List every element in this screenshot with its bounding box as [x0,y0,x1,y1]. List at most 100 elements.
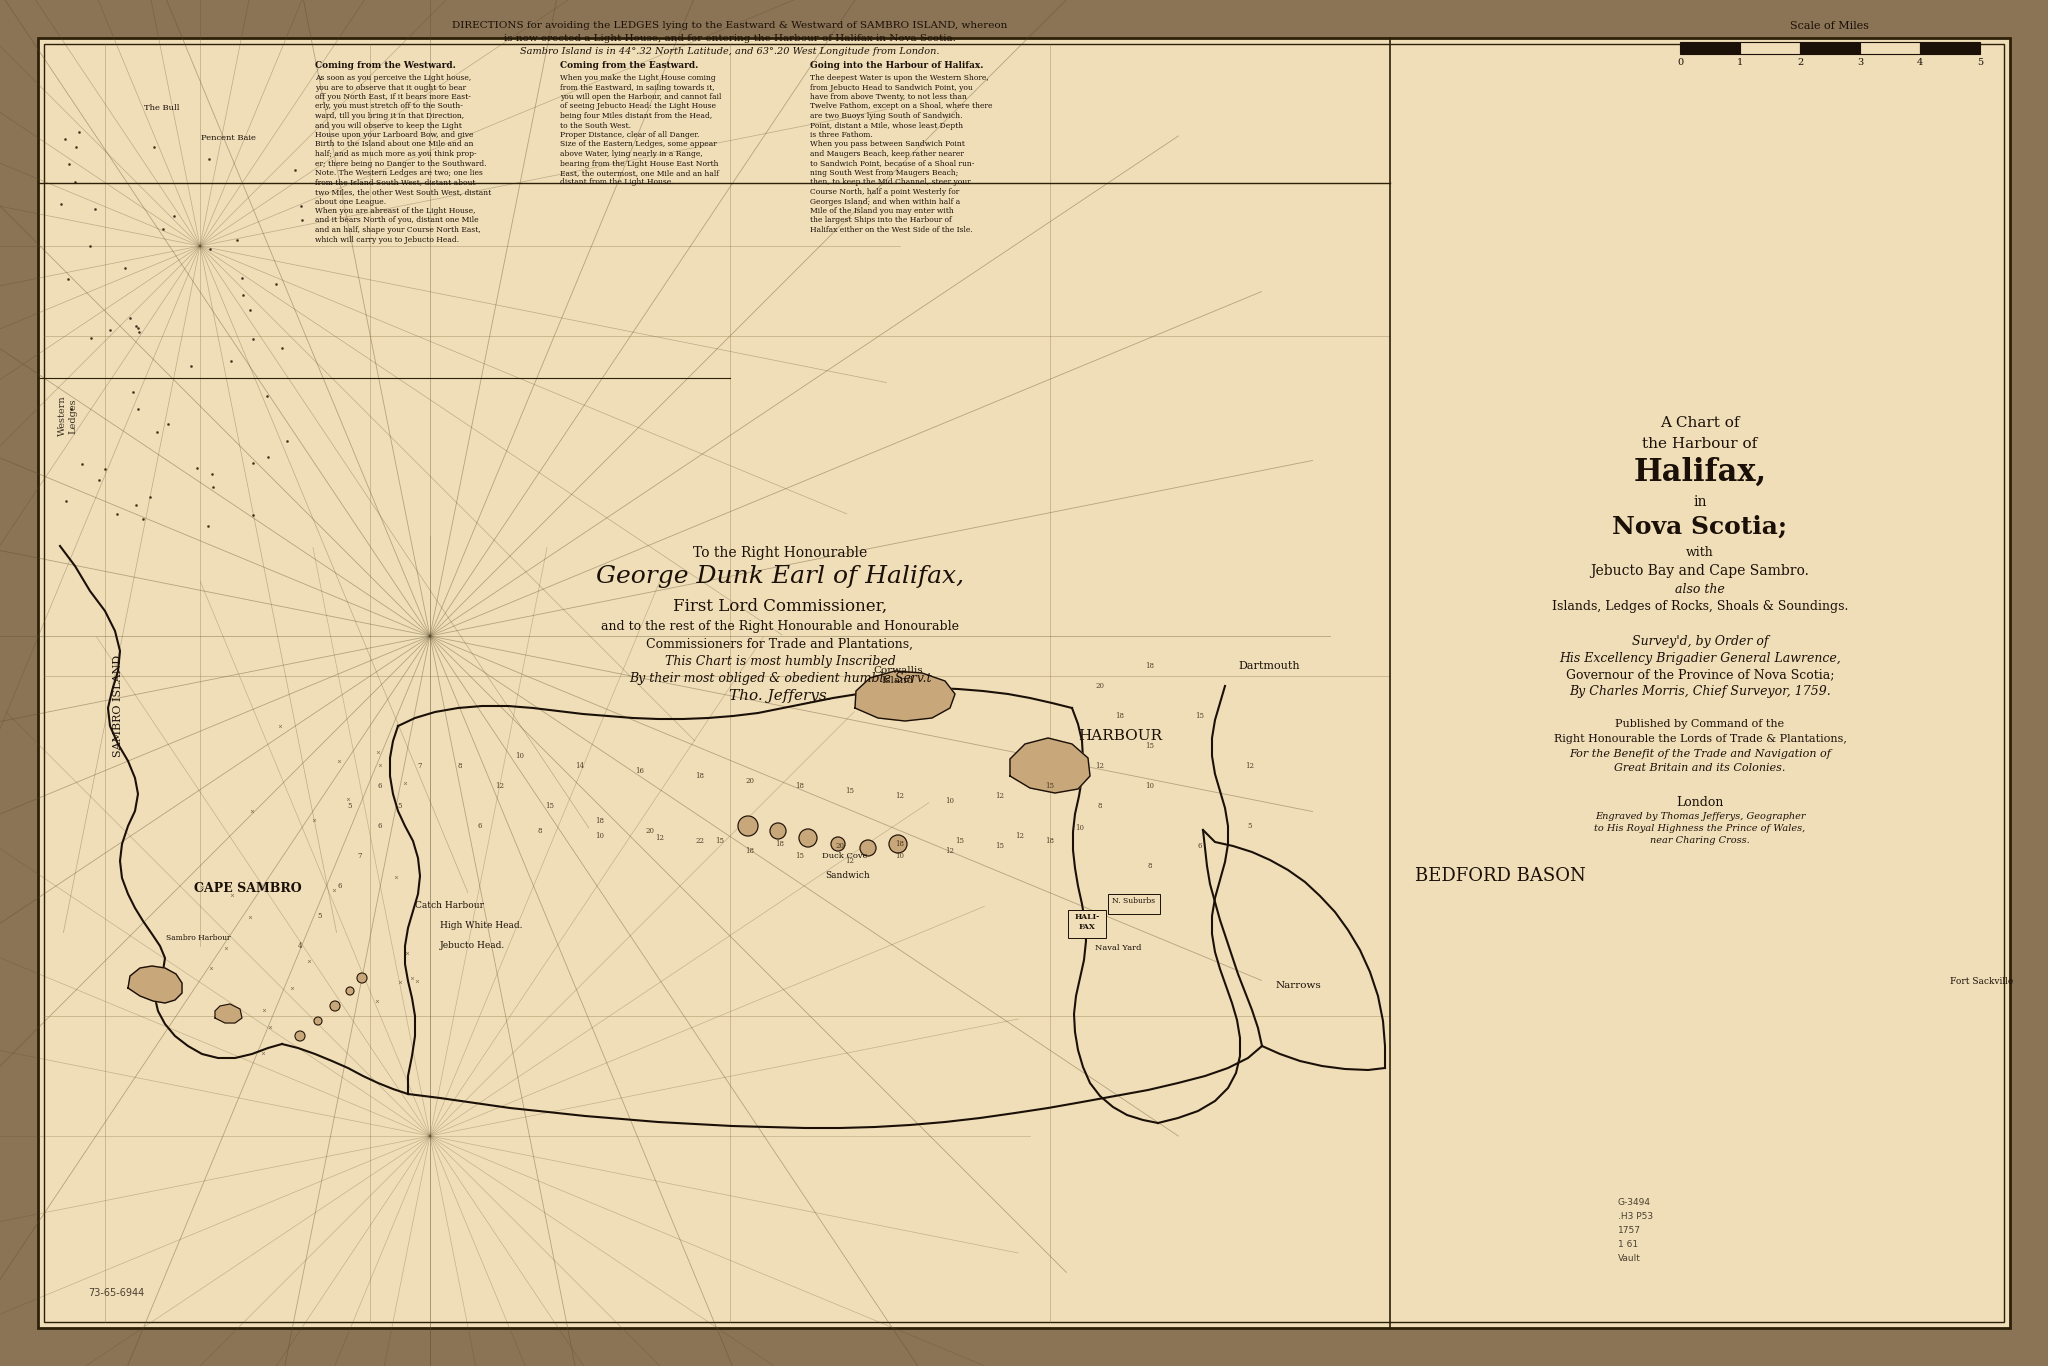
Bar [1921,42,1980,55]
Text: from the Eastward, in sailing towards it,: from the Eastward, in sailing towards it… [559,83,715,92]
Text: 12: 12 [655,835,664,841]
Text: 15: 15 [1044,781,1055,790]
Text: This Chart is most humbly Inscribed: This Chart is most humbly Inscribed [666,654,895,668]
Circle shape [295,1031,305,1041]
Text: Western
Ledges: Western Ledges [57,396,78,436]
Circle shape [831,837,846,851]
Text: erly, you must stretch off to the South-: erly, you must stretch off to the South- [315,102,463,111]
Text: 0: 0 [1677,57,1683,67]
Text: Twelve Fathom, except on a Shoal, where there: Twelve Fathom, except on a Shoal, where … [811,102,993,111]
Circle shape [346,988,354,994]
Text: Duck Cove: Duck Cove [821,852,868,861]
Text: 15: 15 [956,837,965,846]
Text: BEDFORD BASON: BEDFORD BASON [1415,867,1585,885]
Text: House upon your Larboard Bow, and give: House upon your Larboard Bow, and give [315,131,473,139]
Text: Commissioners for Trade and Plantations,: Commissioners for Trade and Plantations, [647,638,913,650]
Text: 14: 14 [575,762,584,770]
Bar [1679,42,1741,55]
Text: 10: 10 [895,852,905,861]
Text: of seeing Jebucto Head: the Light House: of seeing Jebucto Head: the Light House [559,102,717,111]
Text: off you North East, if it bears more East-: off you North East, if it bears more Eas… [315,93,471,101]
Text: 12: 12 [1016,832,1024,840]
Text: 5: 5 [1976,57,1982,67]
Text: 12: 12 [1096,762,1104,770]
Text: 18: 18 [745,847,754,855]
Text: .H3 P53: .H3 P53 [1618,1212,1653,1221]
Text: CAPE SAMBRO: CAPE SAMBRO [195,881,301,895]
Text: 12: 12 [496,781,504,790]
Text: 8: 8 [1098,802,1102,810]
Text: For the Benefit of the Trade and Navigation of: For the Benefit of the Trade and Navigat… [1569,749,1831,758]
Text: Going into the Harbour of Halifax.: Going into the Harbour of Halifax. [811,61,983,70]
Text: 18: 18 [895,840,905,848]
Text: er; there being no Danger to the Southward.: er; there being no Danger to the Southwa… [315,160,487,168]
Text: 12: 12 [846,856,854,865]
Text: and to the rest of the Right Honourable and Honourable: and to the rest of the Right Honourable … [600,620,958,632]
Text: 5: 5 [397,802,401,810]
Text: Corwallis
Island: Corwallis Island [872,667,924,686]
Text: 6: 6 [377,822,383,831]
Text: Size of the Eastern Ledges, some appear: Size of the Eastern Ledges, some appear [559,141,717,149]
Text: 10: 10 [1075,824,1085,832]
Text: Halifax either on the West Side of the Isle.: Halifax either on the West Side of the I… [811,225,973,234]
Text: DIRECTIONS for avoiding the LEDGES lying to the Eastward & Westward of SAMBRO IS: DIRECTIONS for avoiding the LEDGES lying… [453,20,1008,30]
Text: London: London [1677,796,1724,809]
Bar [1741,42,1800,55]
Text: two Miles, the other West South West, distant: two Miles, the other West South West, di… [315,189,492,195]
Text: about one League.: about one League. [315,198,387,205]
Text: Coming from the Westward.: Coming from the Westward. [315,61,457,70]
Text: Course North, half a point Westerly for: Course North, half a point Westerly for [811,189,958,195]
Text: 18: 18 [1145,663,1155,669]
Text: 15: 15 [846,787,854,795]
Bar [1067,910,1106,938]
Text: 5: 5 [317,912,322,919]
Text: are two Buoys lying South of Sandwich.: are two Buoys lying South of Sandwich. [811,112,963,120]
Text: Engraved by Thomas Jefferys, Geographer: Engraved by Thomas Jefferys, Geographer [1595,811,1804,821]
Text: in: in [1694,496,1706,510]
Text: 18: 18 [1044,837,1055,846]
Text: and it bears North of you, distant one Mile: and it bears North of you, distant one M… [315,216,479,224]
Text: East, the outermost, one Mile and an half: East, the outermost, one Mile and an hal… [559,169,719,178]
Polygon shape [854,671,954,721]
Text: 20: 20 [645,826,655,835]
Text: Right Honourable the Lords of Trade & Plantations,: Right Honourable the Lords of Trade & Pl… [1554,734,1847,744]
Text: also the: also the [1675,583,1724,596]
Text: N. Suburbs: N. Suburbs [1112,897,1155,906]
Text: 1 61: 1 61 [1618,1240,1638,1249]
Text: is now erected a Light House, and for entering the Harbour of Halifax in Nova Sc: is now erected a Light House, and for en… [504,34,956,42]
Bar [1108,893,1159,914]
Text: you are to observe that it ought to bear: you are to observe that it ought to bear [315,83,467,92]
Text: 18: 18 [776,840,784,848]
Text: 3: 3 [1858,57,1864,67]
Text: Mile of the Island you may enter with: Mile of the Island you may enter with [811,208,954,214]
Text: 2: 2 [1796,57,1802,67]
Text: 12: 12 [946,847,954,855]
Text: distant from the Light House.: distant from the Light House. [559,179,674,187]
Circle shape [770,822,786,839]
Text: 12: 12 [995,792,1004,800]
Text: Georges Island; and when within half a: Georges Island; and when within half a [811,198,961,205]
Text: 4: 4 [297,943,303,949]
Text: George Dunk Earl of Halifax,: George Dunk Earl of Halifax, [596,566,965,587]
Text: To the Right Honourable: To the Right Honourable [692,546,866,560]
Text: 18: 18 [795,781,805,790]
Text: Sambro Island is in 44°.32 North Latitude, and 63°.20 West Longitude from London: Sambro Island is in 44°.32 North Latitud… [520,46,940,56]
Text: 1757: 1757 [1618,1227,1640,1235]
Text: By Charles Morris, Chief Surveyor, 1759.: By Charles Morris, Chief Surveyor, 1759. [1569,684,1831,698]
Text: Proper Distance, clear of all Danger.: Proper Distance, clear of all Danger. [559,131,698,139]
Text: 10: 10 [596,832,604,840]
Text: 18: 18 [696,772,705,780]
Text: 10: 10 [946,796,954,805]
Text: HALI-
FAX: HALI- FAX [1075,914,1100,930]
Text: Dartmouth: Dartmouth [1237,661,1300,671]
Text: By their most obliged & obedient humble Serv.t: By their most obliged & obedient humble … [629,672,932,684]
Text: Fort Sackville: Fort Sackville [1950,977,2013,985]
Text: 20: 20 [1096,682,1104,690]
Text: Note. The Western Ledges are two; one lies: Note. The Western Ledges are two; one li… [315,169,483,178]
Text: 10: 10 [516,753,524,759]
Circle shape [356,973,367,984]
Text: to Sandwich Point, because of a Shoal run-: to Sandwich Point, because of a Shoal ru… [811,160,975,168]
Text: and Maugers Beach, keep rather nearer: and Maugers Beach, keep rather nearer [811,150,965,158]
Bar [1860,42,1921,55]
Text: 12: 12 [895,792,905,800]
